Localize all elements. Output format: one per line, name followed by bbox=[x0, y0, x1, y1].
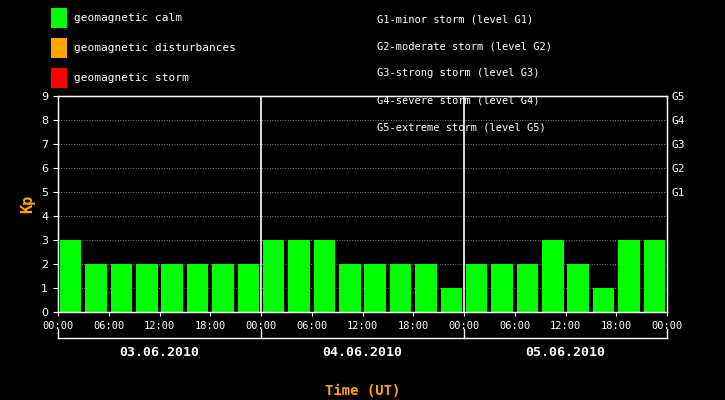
Text: G4-severe storm (level G4): G4-severe storm (level G4) bbox=[377, 96, 539, 106]
Text: G3-strong storm (level G3): G3-strong storm (level G3) bbox=[377, 68, 539, 78]
Bar bbox=[238, 264, 259, 312]
Text: 03.06.2010: 03.06.2010 bbox=[120, 346, 199, 358]
Bar bbox=[212, 264, 233, 312]
Bar bbox=[111, 264, 132, 312]
Bar bbox=[136, 264, 157, 312]
Bar bbox=[492, 264, 513, 312]
Text: G2-moderate storm (level G2): G2-moderate storm (level G2) bbox=[377, 41, 552, 51]
Text: geomagnetic calm: geomagnetic calm bbox=[74, 13, 182, 23]
Bar bbox=[187, 264, 208, 312]
Text: G5-extreme storm (level G5): G5-extreme storm (level G5) bbox=[377, 123, 546, 133]
Bar bbox=[314, 240, 335, 312]
Bar bbox=[593, 288, 614, 312]
Bar bbox=[390, 264, 411, 312]
Bar bbox=[517, 264, 538, 312]
Bar bbox=[86, 264, 107, 312]
Y-axis label: Kp: Kp bbox=[20, 195, 36, 213]
Bar bbox=[339, 264, 360, 312]
Text: 04.06.2010: 04.06.2010 bbox=[323, 346, 402, 358]
Bar bbox=[365, 264, 386, 312]
Bar bbox=[60, 240, 81, 312]
Bar bbox=[162, 264, 183, 312]
Text: geomagnetic disturbances: geomagnetic disturbances bbox=[74, 43, 236, 53]
Bar bbox=[542, 240, 563, 312]
Bar bbox=[618, 240, 639, 312]
Text: G1-minor storm (level G1): G1-minor storm (level G1) bbox=[377, 14, 534, 24]
Bar bbox=[441, 288, 462, 312]
Bar bbox=[568, 264, 589, 312]
Bar bbox=[289, 240, 310, 312]
Text: Time (UT): Time (UT) bbox=[325, 384, 400, 398]
Text: geomagnetic storm: geomagnetic storm bbox=[74, 73, 188, 83]
Bar bbox=[466, 264, 487, 312]
Bar bbox=[644, 240, 665, 312]
Bar bbox=[263, 240, 284, 312]
Text: 05.06.2010: 05.06.2010 bbox=[526, 346, 605, 358]
Bar bbox=[415, 264, 436, 312]
